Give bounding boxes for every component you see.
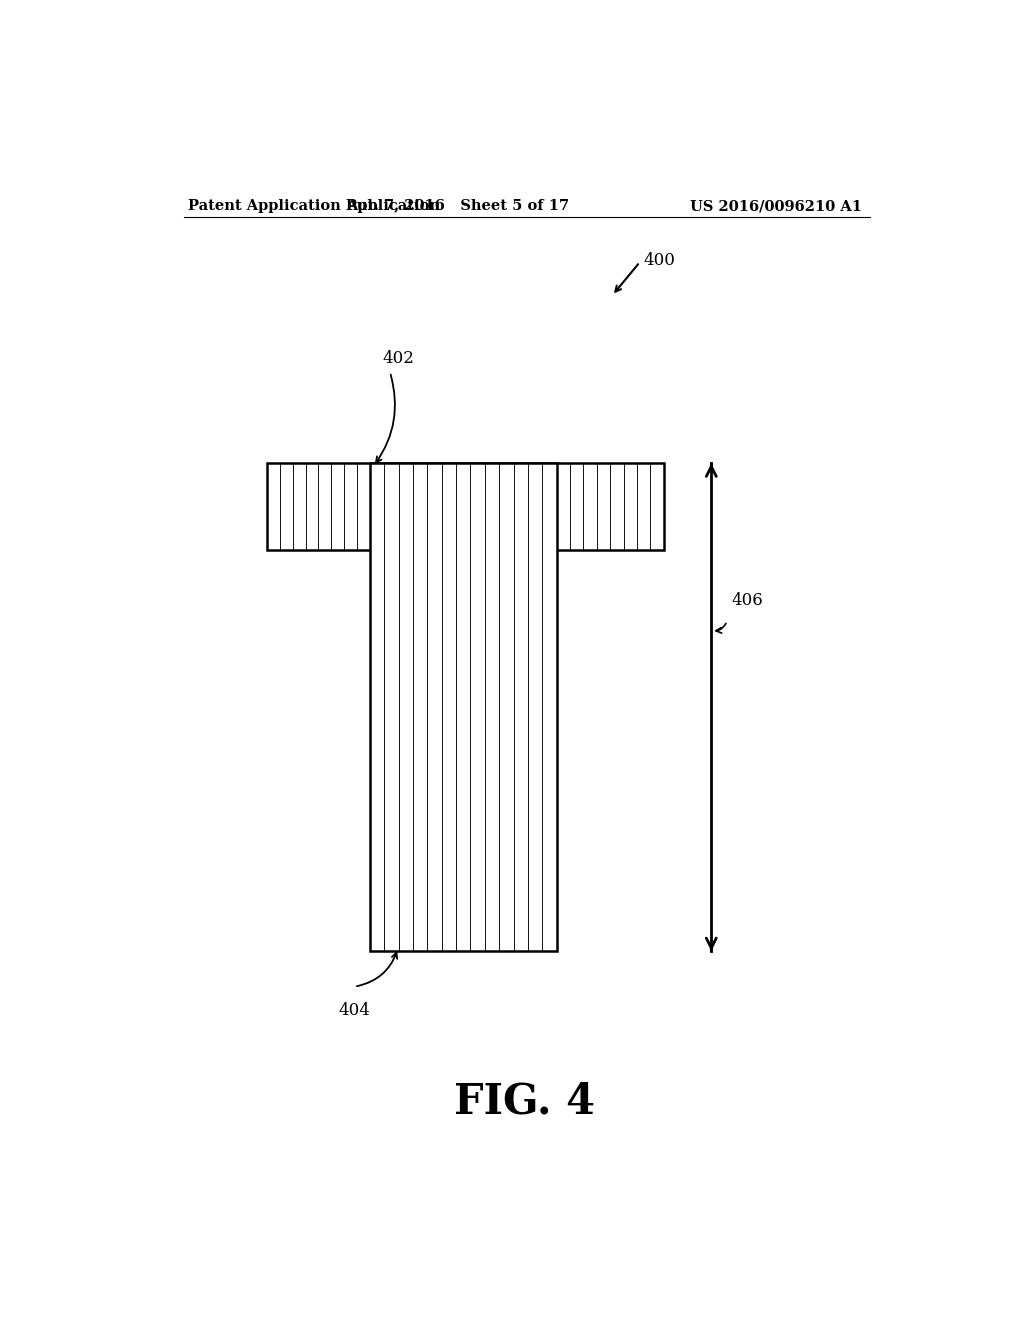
Text: US 2016/0096210 A1: US 2016/0096210 A1 — [690, 199, 862, 213]
Text: 402: 402 — [382, 350, 414, 367]
Text: 400: 400 — [644, 252, 676, 268]
Bar — [370, 463, 557, 952]
Bar — [267, 463, 664, 549]
Text: FIG. 4: FIG. 4 — [455, 1081, 595, 1122]
Text: 406: 406 — [731, 593, 763, 609]
Text: Patent Application Publication: Patent Application Publication — [187, 199, 439, 213]
Text: Apr. 7, 2016   Sheet 5 of 17: Apr. 7, 2016 Sheet 5 of 17 — [346, 199, 569, 213]
Text: 404: 404 — [338, 1002, 371, 1019]
